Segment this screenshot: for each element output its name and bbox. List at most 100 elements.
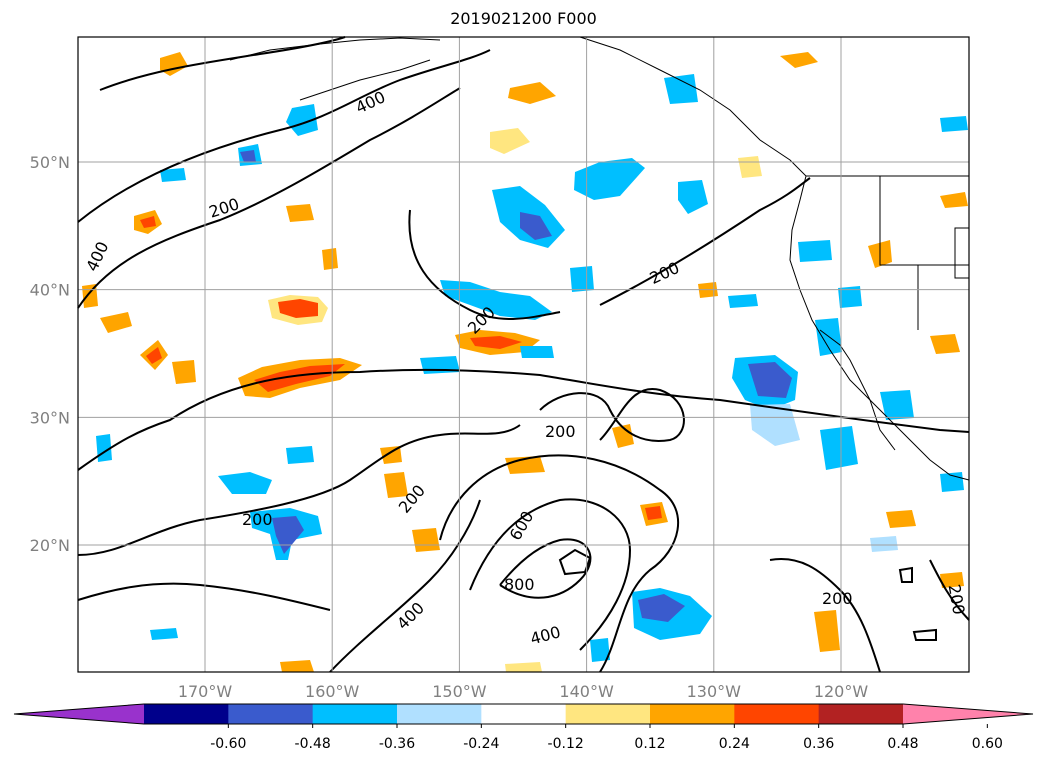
colorbar-segment — [734, 704, 820, 724]
anomaly-fill — [738, 156, 762, 178]
anomaly-fill — [420, 356, 460, 374]
colorbar-tick-label: -0.12 — [548, 736, 584, 752]
contour-line — [77, 49, 491, 223]
map-panel: 400 200 400 200 200 200 200 200 200 600 … — [77, 36, 970, 673]
state-borders — [806, 175, 970, 330]
negative-anomaly-fills — [96, 74, 968, 662]
contour-line — [77, 582, 331, 611]
longitude-tick-label: 160°W — [305, 682, 360, 701]
colorbar: -0.60 -0.48 -0.36 -0.24 -0.12 0.12 0.24 0.36 0.4… — [13, 703, 1034, 752]
contour-line — [329, 499, 481, 673]
coastlines — [229, 36, 970, 481]
longitude-tick-label: 170°W — [178, 682, 233, 701]
anomaly-fill — [815, 318, 842, 356]
anomaly-fill — [160, 168, 186, 182]
anomaly-fill — [886, 510, 916, 528]
anomaly-fill — [520, 346, 554, 358]
contour-line — [539, 387, 685, 442]
longitude-tick-label: 120°W — [814, 682, 869, 701]
longitude-tick-label: 150°W — [432, 682, 487, 701]
colorbar-outline — [13, 703, 1034, 725]
anomaly-fill — [490, 128, 530, 154]
colorbar-tick-label: 0.48 — [887, 736, 918, 752]
anomaly-fill — [412, 528, 440, 552]
positive-anomaly-fills — [82, 52, 968, 672]
anomaly-fill — [590, 638, 610, 662]
anomaly-fill — [574, 158, 645, 200]
contour-line — [558, 548, 592, 576]
contour-line — [408, 209, 561, 320]
anomaly-fill — [838, 286, 862, 308]
anomaly-fill — [820, 426, 858, 470]
anomaly-fill — [508, 82, 556, 104]
anomaly-fill — [286, 204, 314, 222]
anomaly-fill — [870, 536, 898, 552]
contour-line — [77, 368, 970, 471]
anomaly-fill — [286, 446, 314, 464]
latitude-labels: 50°N 40°N 30°N 20°N — [30, 153, 70, 555]
contour-line — [77, 424, 521, 556]
anomaly-fill — [880, 390, 914, 420]
contour-line — [469, 498, 632, 651]
anomaly-fill — [278, 299, 318, 318]
anomaly-fill — [728, 294, 758, 308]
anomaly-fill — [940, 572, 964, 588]
colorbar-tick-label: 0.36 — [803, 736, 834, 752]
contour-label: 800 — [504, 575, 535, 594]
longitude-tick-label: 130°W — [687, 682, 742, 701]
map-title: 2019021200 F000 — [450, 9, 597, 28]
anomaly-fill — [240, 150, 256, 162]
contour-label: 200 — [545, 422, 576, 441]
anomaly-fill — [570, 266, 594, 292]
anomaly-fill — [505, 662, 542, 672]
colorbar-tick-label: -0.24 — [463, 736, 499, 752]
latitude-tick-label: 40°N — [30, 281, 70, 300]
colorbar-tick-label: -0.60 — [210, 736, 246, 752]
anomaly-fill — [150, 628, 178, 640]
coastline-baja — [819, 329, 896, 451]
anomaly-fill — [940, 192, 968, 208]
colorbar-extend-low — [14, 704, 144, 724]
colorbar-tick-label: -0.36 — [379, 736, 415, 752]
anomaly-fill — [146, 347, 162, 364]
contour-line — [898, 566, 913, 583]
anomaly-fill — [645, 506, 662, 520]
anomaly-fill — [664, 74, 698, 104]
anomaly-fill — [638, 594, 685, 622]
anomaly-fill — [798, 240, 832, 262]
colorbar-segment — [818, 704, 904, 724]
colorbar-segment — [565, 704, 651, 724]
anomaly-fill — [612, 424, 634, 448]
colorbar-extend-high — [903, 704, 1033, 724]
colorbar-tick-label: 0.60 — [972, 736, 1003, 752]
anomaly-fill — [748, 362, 792, 398]
graticule — [78, 37, 969, 672]
contour-line — [99, 36, 346, 91]
colorbar-tick-label: 0.12 — [634, 736, 665, 752]
anomaly-fill — [930, 334, 960, 354]
longitude-tick-label: 140°W — [559, 682, 614, 701]
contour-line — [769, 558, 881, 673]
colorbar-segment — [481, 704, 567, 724]
contour-line — [499, 538, 592, 599]
latitude-tick-label: 20°N — [30, 536, 70, 555]
anomaly-fill — [380, 446, 402, 464]
longitude-labels: 170°W 160°W 150°W 140°W 130°W 120°W — [178, 682, 869, 701]
anomaly-fill — [940, 116, 968, 132]
colorbar-segment — [650, 704, 735, 724]
anomaly-fill — [140, 216, 156, 228]
anomaly-fill — [322, 248, 338, 270]
coastline-north-america — [579, 36, 970, 481]
anomaly-fill — [520, 212, 552, 240]
contour-line — [599, 177, 811, 306]
anomaly-fill — [172, 360, 196, 384]
colorbar-segment — [397, 704, 482, 724]
contour-label: 200 — [242, 510, 273, 529]
geopotential-contours — [77, 36, 970, 673]
latitude-tick-label: 50°N — [30, 153, 70, 172]
anomaly-fill — [470, 336, 522, 349]
contour-line — [439, 454, 679, 673]
anomaly-fill — [750, 404, 800, 446]
anomaly-fill — [286, 104, 318, 136]
